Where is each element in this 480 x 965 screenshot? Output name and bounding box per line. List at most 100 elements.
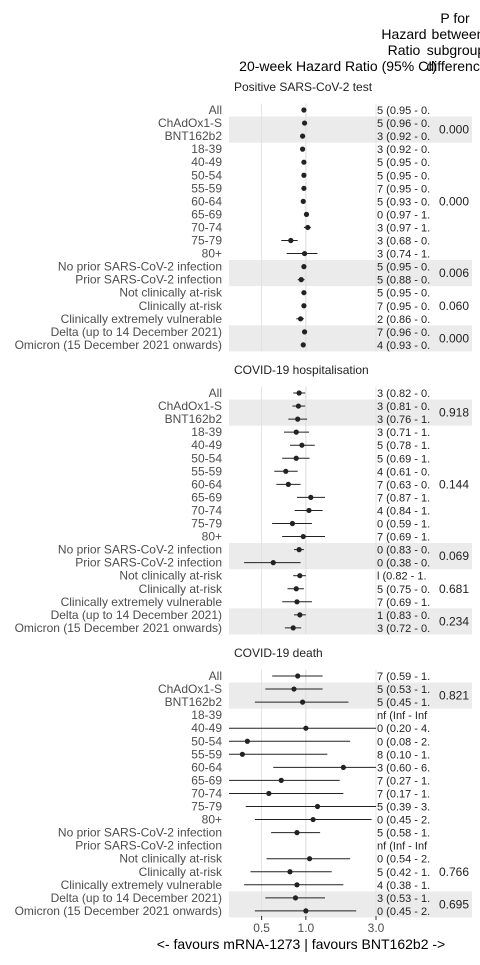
ci-text: 7 (0.63 - 0.: [377, 479, 430, 491]
ci-text: 5 (0.95 - 0.: [377, 262, 430, 274]
row-label: 65-69: [191, 207, 222, 221]
row-label: 40-49: [191, 438, 222, 452]
group-band: [229, 891, 472, 918]
p-value: 0.000: [439, 331, 469, 345]
row-label: Clinically extremely vulnerable: [61, 878, 223, 892]
ci-text: 3 (0.68 - 0.: [377, 236, 430, 248]
row-label: Clinically extremely vulnerable: [61, 312, 223, 326]
row-label: 80+: [202, 530, 222, 544]
hr-point: [303, 908, 309, 914]
row-label: All: [209, 669, 222, 683]
row-label: Clinically at-risk: [139, 299, 223, 313]
hr-point: [289, 520, 296, 527]
ci-text: 0 (0.59 - 1.: [377, 519, 430, 531]
hr-point: [308, 494, 314, 500]
x-tick-label: 0.5: [253, 921, 270, 935]
row-label: Prior SARS-CoV-2 infection: [75, 556, 222, 570]
row-label: Clinically extremely vulnerable: [61, 595, 223, 609]
hr-point: [299, 146, 306, 152]
hr-point: [239, 751, 245, 757]
row-label: 75-79: [191, 517, 222, 531]
hr-point: [292, 895, 299, 901]
panel-0: Positive SARS-CoV-2 test All 5 (0.95 - 0. C…: [15, 80, 472, 352]
hr-point: [296, 547, 302, 553]
row-label: Not clinically at-risk: [119, 286, 223, 300]
hr-point: [300, 198, 306, 204]
hr-point: [293, 429, 299, 435]
p-value: 0.006: [439, 266, 469, 280]
pval-header-line-2: between: [432, 26, 480, 42]
ci-text: 7 (0.87 - 1.: [377, 492, 430, 504]
hr-point: [294, 599, 300, 605]
hr-point: [287, 869, 293, 875]
hr-point: [301, 303, 307, 309]
p-value: 0.681: [439, 582, 469, 596]
row-label: 18-39: [191, 425, 222, 439]
row-label: 55-59: [191, 181, 222, 195]
hr-point: [283, 468, 289, 474]
group-band: [229, 543, 472, 570]
hr-point: [244, 738, 250, 744]
ci-text: 0 (0.54 - 2.: [377, 854, 430, 866]
ci-text: 5 (0.95 - 0.: [377, 288, 430, 300]
panel-2: COVID-19 death All 7 (0.59 - 1. ChAdOx1-S 5 …: [15, 646, 472, 918]
row-label: 55-59: [191, 464, 222, 478]
ci-text: 0 (0.97 - 1.: [377, 209, 430, 221]
row-label: No prior SARS-CoV-2 infection: [58, 260, 222, 274]
ci-text: 5 (0.58 - 1.: [377, 828, 430, 840]
hr-point: [288, 237, 294, 244]
hr-point: [303, 725, 309, 731]
row-label: ChAdOx1-S: [158, 116, 222, 130]
ci-text: 0 (0.08 - 2.: [377, 736, 430, 748]
ci-text: 5 (0.42 - 1.: [377, 867, 430, 879]
ci-text: 5 (0.53 - 1.: [377, 684, 430, 696]
row-label: Clinically at-risk: [139, 865, 223, 879]
hr-point: [305, 224, 311, 231]
row-label: 65-69: [191, 773, 222, 787]
ci-text: 4 (0.84 - 1.: [377, 505, 430, 517]
ci-text: 5 (0.88 - 0.: [377, 275, 430, 287]
ci-text: 7 (0.96 - 0.: [377, 327, 430, 339]
hr-point: [301, 120, 308, 126]
row-label: 60-64: [191, 760, 222, 774]
group-band: [229, 608, 472, 635]
ci-text: 5 (0.69 - 1.: [377, 453, 430, 465]
ci-text: 3 (0.72 - 0.: [377, 623, 430, 635]
ci-text: 1 (0.83 - 0.: [377, 610, 430, 622]
ratio-header-line-1: Hazard: [381, 26, 426, 42]
row-label: BNT162b2: [165, 695, 223, 709]
row-label: Prior SARS-CoV-2 infection: [75, 839, 222, 853]
row-label: 70-74: [191, 503, 222, 517]
ci-text: 0 (0.20 - 4.: [377, 723, 430, 735]
ci-text: 0 (0.38 - 0.: [377, 558, 430, 570]
row-label: Prior SARS-CoV-2 infection: [75, 273, 222, 287]
p-value: 0.821: [439, 689, 469, 703]
row-label: 65-69: [191, 490, 222, 504]
hr-point: [290, 625, 296, 631]
ci-text: l (0.82 - 1.: [377, 571, 427, 583]
row-label: Delta (up to 14 December 2021): [51, 891, 222, 905]
hr-point: [295, 416, 301, 422]
hr-point: [299, 133, 306, 139]
ci-text: 5 (0.45 - 1.: [377, 697, 430, 709]
ci-text: 3 (0.82 - 0.: [377, 388, 430, 400]
ci-text: 5 (0.95 - 0.: [377, 170, 430, 182]
ci-text: 5 (0.93 - 0.: [377, 196, 430, 208]
group-band: [229, 399, 472, 426]
row-label: Not clinically at-risk: [119, 569, 223, 583]
ci-text: 7 (0.59 - 1.: [377, 671, 430, 683]
group-band: [229, 325, 472, 352]
p-value: 0.144: [439, 477, 469, 491]
row-label: Delta (up to 14 December 2021): [51, 608, 222, 622]
hr-point: [300, 533, 306, 540]
hr-point: [294, 882, 300, 888]
ci-text: 7 (0.27 - 1.: [377, 775, 430, 787]
ci-text: nf (Inf - Inf: [377, 710, 428, 722]
ci-text: 7 (0.95 - 0.: [377, 183, 430, 195]
hr-point: [300, 342, 306, 348]
hr-point: [297, 316, 304, 322]
p-value: 0.069: [439, 549, 469, 563]
ci-text: 3 (0.97 - 1.: [377, 222, 430, 234]
